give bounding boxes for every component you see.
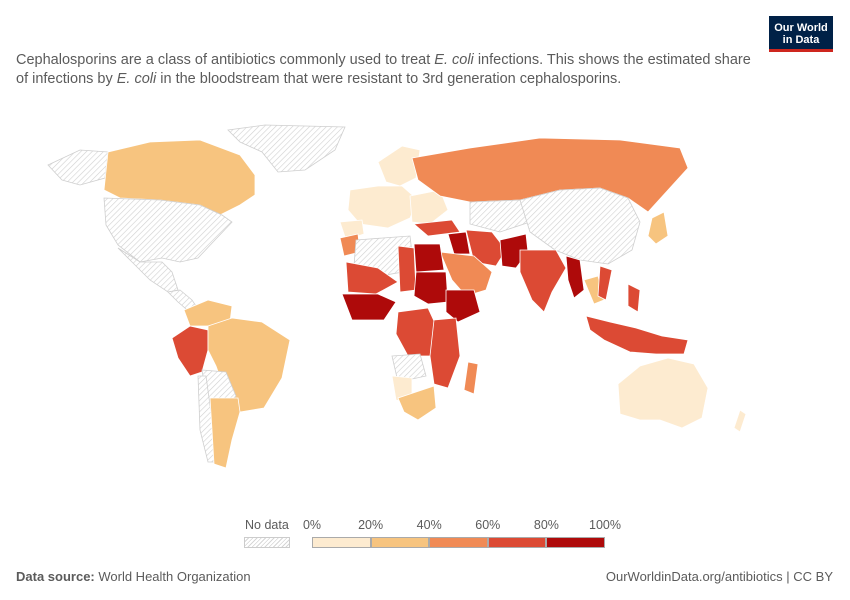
country-south-africa[interactable] [397,385,437,421]
legend-tick: 60% [475,518,501,532]
legend-bin[interactable] [429,537,488,548]
legend-bin[interactable] [370,537,430,548]
legend-no-data-swatch[interactable] [244,537,290,548]
source-value: World Health Organization [94,569,251,584]
country-alaska[interactable] [47,149,109,186]
country-tanzania-mozambique[interactable] [429,317,461,389]
country-western-europe[interactable] [347,185,419,229]
subtitle-part2: infections. This shows the estimated sha… [16,52,751,87]
subtitle-part1: Cephalosporins are a class of antibiotic… [16,52,435,68]
country-iraq[interactable] [447,231,471,255]
country-philippines[interactable] [627,283,641,313]
country-mali-niger[interactable] [345,261,399,295]
country-egypt[interactable] [413,243,445,273]
country-kazakhstan[interactable] [469,199,531,233]
legend-no-data-label: No data [245,518,289,532]
country-china-mongolia[interactable] [519,187,641,265]
country-ethiopia[interactable] [445,289,481,323]
logo-line2: in Data [782,34,820,46]
logo-line1: Our World [774,22,828,34]
country-angola[interactable] [391,353,427,383]
country-saudi-arabia[interactable] [439,251,493,297]
subtitle-em2: E. coli [116,71,157,87]
legend-tick: 0% [302,518,322,532]
country-chad[interactable] [397,245,417,293]
country-myanmar[interactable] [565,255,585,299]
country-indonesia[interactable] [585,315,689,355]
country-sudan[interactable] [413,271,449,305]
chart-subtitle: Cephalosporins are a class of antibiotic… [16,51,756,89]
legend-tick: 20% [358,518,384,532]
country-madagascar[interactable] [463,361,479,395]
legend-bin[interactable] [546,537,605,548]
legend-bin[interactable] [312,537,371,548]
footer-source: Data source: World Health Organization [16,569,251,584]
country-australia[interactable] [617,357,709,429]
legend-tick: 100% [589,518,621,532]
footer-link[interactable]: OurWorldinData.org/antibiotics | CC BY [605,569,833,584]
country-argentina[interactable] [209,397,241,469]
legend-tick: 80% [533,518,559,532]
country-japan[interactable] [647,211,669,245]
legend-bin[interactable] [487,537,547,548]
country-usa[interactable] [103,197,233,263]
country-russia[interactable] [411,137,689,213]
legend-tick: 40% [416,518,442,532]
country-turkey[interactable] [413,219,461,237]
source-label: Data source: [16,569,95,584]
subtitle-part3: in the bloodstream that were resistant t… [156,71,622,87]
country-nigeria-ghana[interactable] [341,293,397,321]
country-greenland[interactable] [227,124,346,173]
country-vietnam[interactable] [597,265,613,301]
country-peru[interactable] [171,325,209,377]
owid-logo[interactable]: Our World in Data [769,16,833,52]
country-canada[interactable] [103,139,256,216]
world-map [47,124,747,469]
subtitle-em1: E. coli [434,52,474,68]
country-new-zealand[interactable] [733,409,747,433]
country-scandinavia[interactable] [377,145,421,187]
country-india[interactable] [519,249,567,313]
